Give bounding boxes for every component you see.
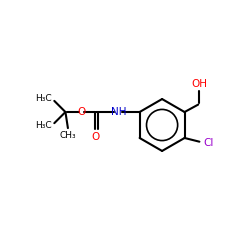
Text: OH: OH [192, 78, 208, 88]
Text: NH: NH [111, 107, 126, 117]
Text: CH₃: CH₃ [60, 130, 76, 140]
Text: Cl: Cl [203, 138, 213, 148]
Text: O: O [78, 107, 86, 117]
Text: H₃C: H₃C [35, 94, 52, 103]
Text: O: O [91, 132, 99, 142]
Text: H₃C: H₃C [35, 121, 52, 130]
